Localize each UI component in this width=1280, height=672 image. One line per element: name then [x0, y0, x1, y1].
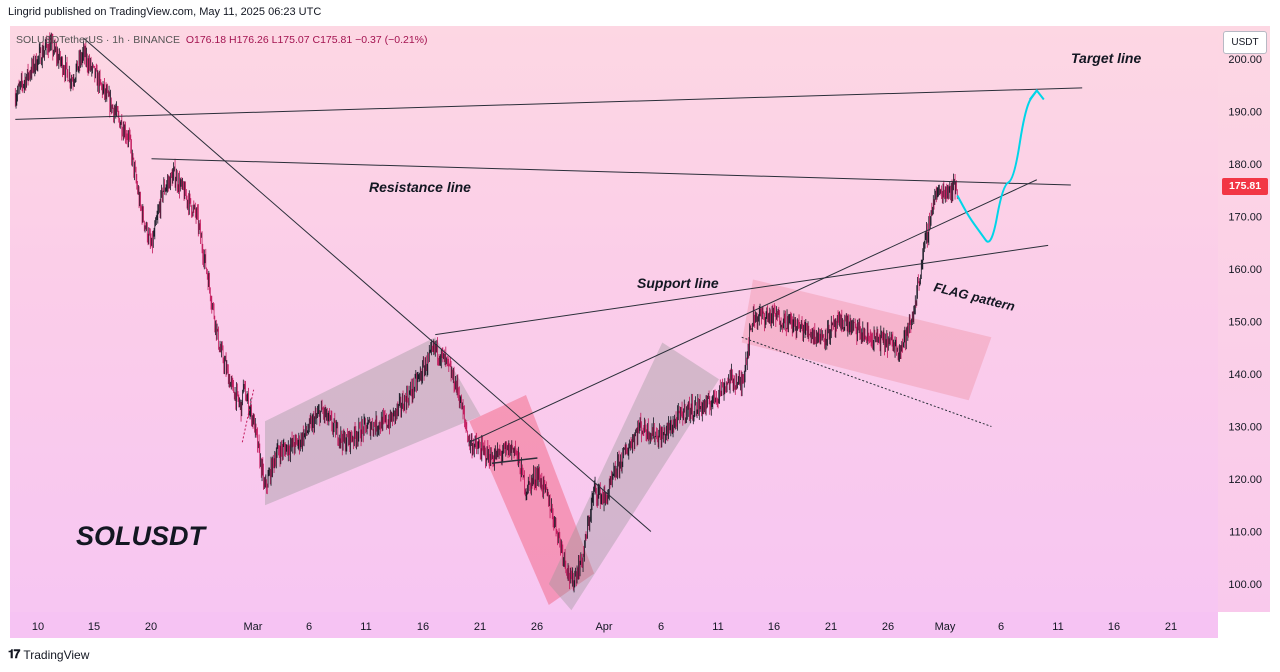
x-tick-label: 11	[712, 621, 723, 633]
plot-layer	[14, 32, 1083, 611]
flag-pattern-label: FLAG pattern	[932, 279, 1016, 314]
time-axis[interactable]	[10, 612, 1218, 638]
x-tick-label: 21	[825, 621, 837, 633]
y-tick-label: 180.00	[1228, 159, 1262, 171]
downtrend-line	[83, 37, 652, 532]
breakout-retest-line	[491, 457, 538, 464]
chart-title-label: SOLUSDT	[76, 521, 208, 551]
x-tick-label: 16	[1108, 621, 1120, 633]
y-tick-label: 170.00	[1228, 212, 1262, 224]
support-line	[435, 244, 1049, 336]
y-tick-label: 150.00	[1228, 317, 1262, 329]
resistance-line-label: Resistance line	[369, 179, 471, 195]
tradingview-logo-icon: 𝟏𝟕	[8, 647, 20, 661]
dotted-support-1	[241, 389, 255, 443]
last-price-label: 175.81	[1222, 178, 1268, 195]
rising-trendline	[469, 179, 1038, 443]
legend-symbol: SOLUSDTetherUS · 1h · BINANCE	[16, 34, 180, 46]
y-tick-label: 100.00	[1228, 579, 1262, 591]
symbol-legend: SOLUSDTetherUS · 1h · BINANCE O176.18 H1…	[16, 34, 428, 46]
y-tick-label: 120.00	[1228, 474, 1262, 486]
x-tick-label: 15	[88, 621, 100, 633]
x-tick-label: 6	[998, 621, 1004, 633]
x-tick-label: 26	[882, 621, 894, 633]
x-tick-label: 6	[658, 621, 664, 633]
x-tick-label: 10	[32, 621, 44, 633]
x-tick-label: May	[935, 621, 956, 633]
footer-brand[interactable]: 𝟏𝟕 TradingView	[8, 647, 89, 662]
x-tick-label: Apr	[595, 621, 612, 633]
support-line-label: Support line	[637, 275, 719, 291]
x-tick-label: 11	[360, 621, 371, 633]
y-tick-label: 110.00	[1229, 527, 1262, 539]
x-tick-label: 11	[1052, 621, 1063, 633]
x-tick-label: 20	[145, 621, 157, 633]
y-tick-label: 200.00	[1228, 54, 1262, 66]
x-tick-label: 16	[768, 621, 780, 633]
price-axis[interactable]	[1218, 26, 1270, 612]
x-tick-label: 26	[531, 621, 543, 633]
target-line-label: Target line	[1071, 50, 1141, 66]
y-tick-label: 160.00	[1228, 264, 1262, 276]
y-tick-label: 140.00	[1228, 369, 1262, 381]
rising-channel-box-1	[265, 337, 481, 506]
x-tick-label: 6	[306, 621, 312, 633]
rising-channel-box-2	[548, 342, 719, 611]
flag-lower-dotted-line	[741, 336, 992, 427]
x-tick-label: Mar	[244, 621, 263, 633]
footer-brand-label: TradingView	[23, 647, 90, 662]
x-tick-label: 21	[474, 621, 486, 633]
resistance-line	[151, 158, 1071, 186]
target-line	[15, 87, 1083, 120]
currency-unit-button[interactable]: USDT	[1223, 31, 1267, 54]
projection-path	[956, 89, 1038, 243]
publish-info: Lingrid published on TradingView.com, Ma…	[8, 6, 322, 18]
candlestick-series	[14, 32, 958, 593]
y-tick-label: 190.00	[1228, 107, 1262, 119]
y-tick-label: 130.00	[1228, 422, 1262, 434]
legend-ohlc: O176.18 H176.26 L175.07 C175.81 −0.37 (−…	[185, 34, 428, 46]
x-tick-label: 21	[1165, 621, 1177, 633]
chart-plot-area[interactable]	[10, 26, 1218, 612]
projection-arrow-icon	[1029, 88, 1045, 101]
x-tick-label: 16	[417, 621, 429, 633]
